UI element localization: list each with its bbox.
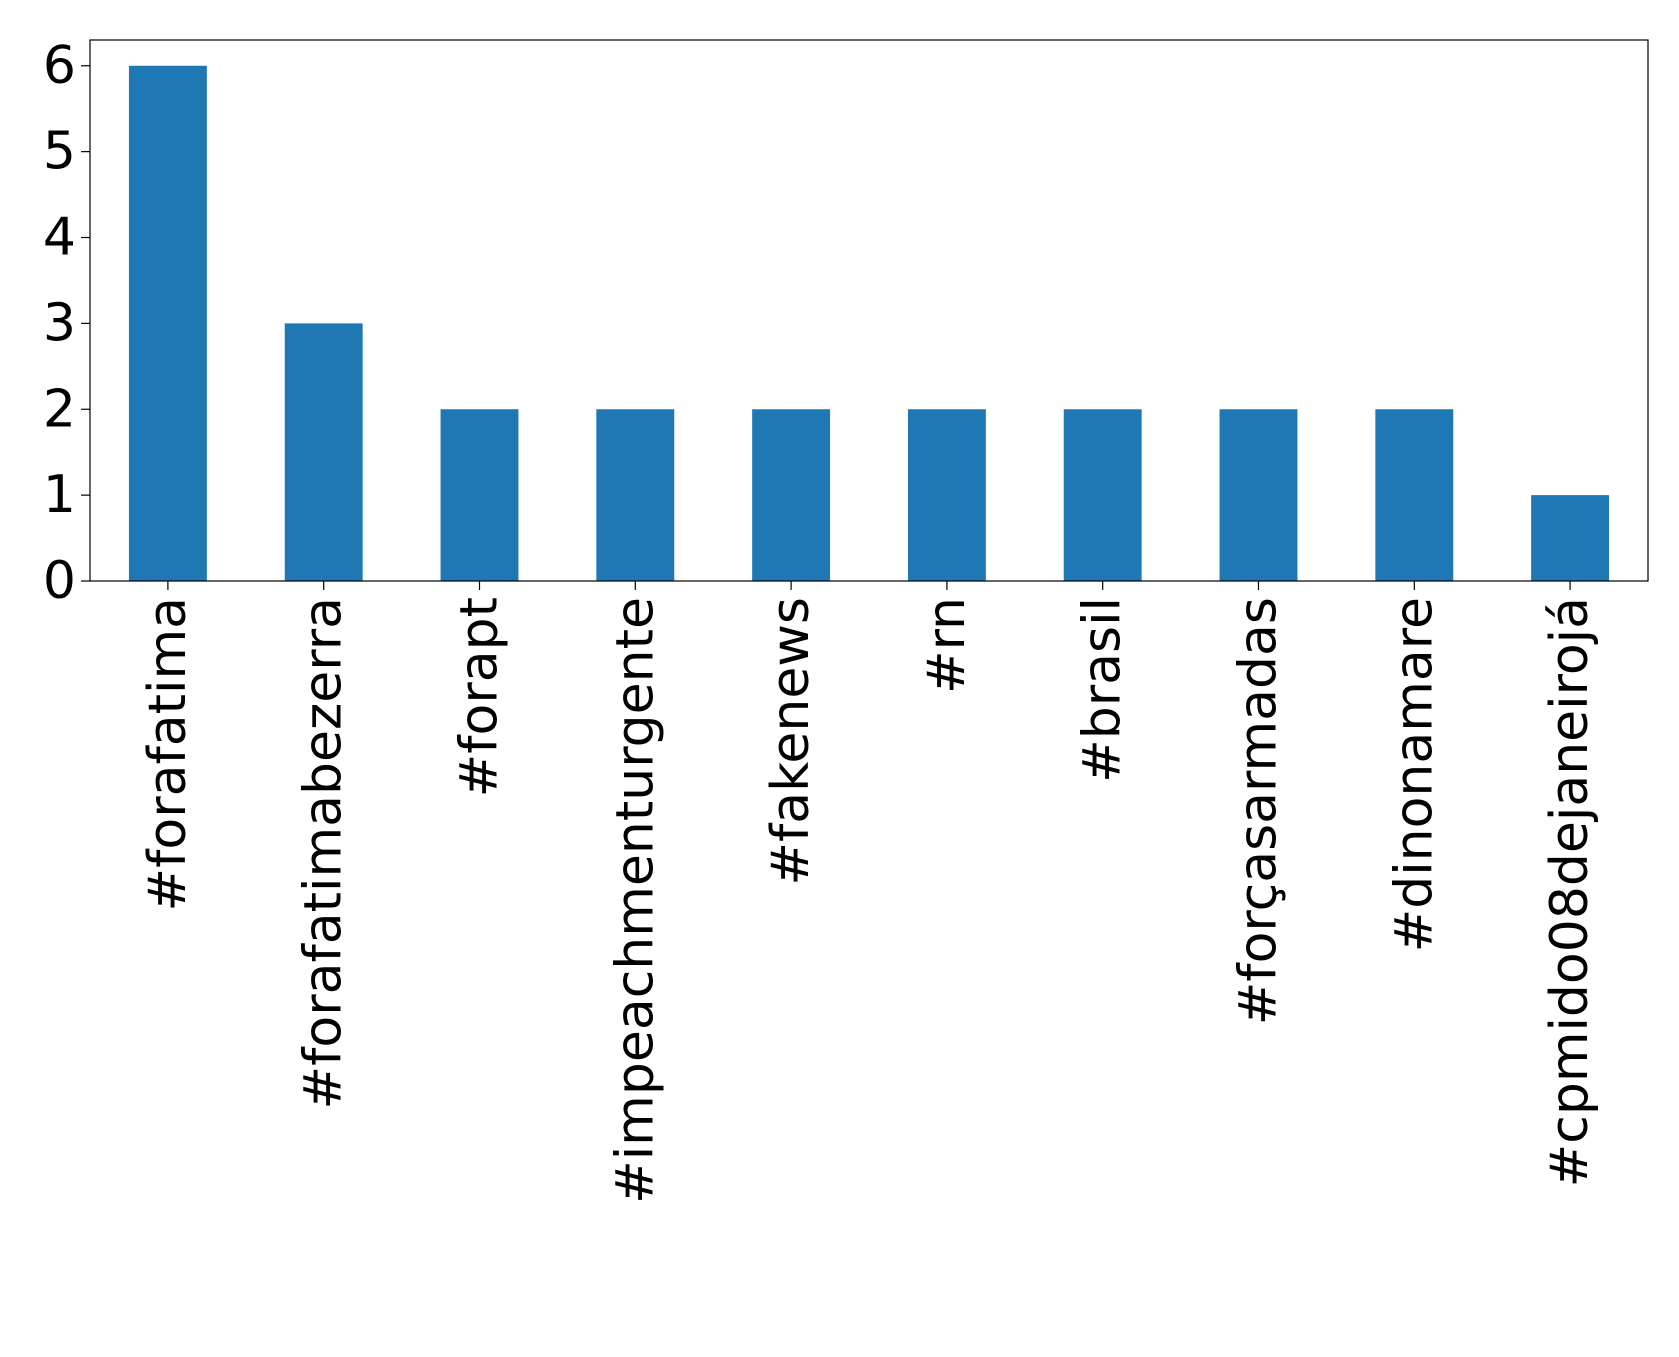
x-tick-label: #forafatimabezerra — [294, 597, 354, 1109]
y-tick-label: 2 — [43, 379, 76, 439]
y-tick-label: 4 — [43, 208, 76, 268]
plot-frame — [89, 39, 1649, 582]
y-tick-label: 5 — [43, 122, 76, 182]
bar — [1063, 409, 1142, 581]
x-tick-label: #forçasarmadas — [1229, 597, 1289, 1025]
bar — [1375, 409, 1454, 581]
x-tick-label: #forafatima — [138, 597, 198, 911]
x-tick-label: #cpmido08dejaneirojá — [1540, 597, 1600, 1187]
y-tick-label: 0 — [43, 551, 76, 611]
bar — [596, 409, 675, 581]
bar — [1219, 409, 1298, 581]
y-tick-label: 6 — [43, 36, 76, 96]
bar — [907, 409, 986, 581]
bar — [752, 409, 831, 581]
bar — [128, 65, 207, 581]
x-tick-label: #rn — [917, 597, 977, 694]
bar — [284, 323, 363, 581]
y-tick-label: 1 — [43, 465, 76, 525]
x-tick-label: #dinonamare — [1384, 597, 1444, 952]
x-tick-label: #impeachmenturgente — [605, 597, 665, 1204]
y-tick-label: 3 — [43, 293, 76, 353]
bar — [1531, 495, 1610, 581]
x-tick-label: #fakenews — [761, 597, 821, 886]
x-tick-label: #brasil — [1073, 597, 1133, 783]
x-tick-label: #forapt — [450, 597, 510, 797]
bar — [440, 409, 519, 581]
